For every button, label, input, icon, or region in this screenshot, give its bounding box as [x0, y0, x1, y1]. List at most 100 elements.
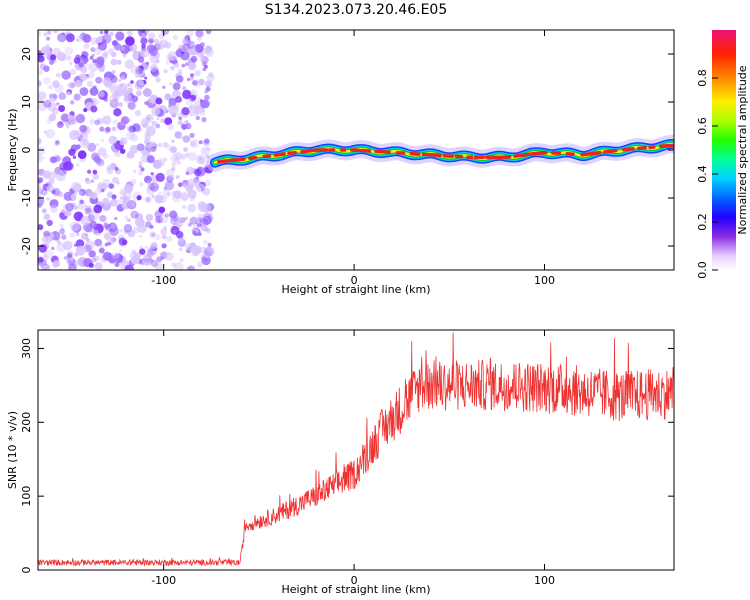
- noise-blob: [189, 76, 194, 81]
- y-tick-label: 0: [20, 147, 33, 154]
- noise-blob: [66, 124, 70, 129]
- noise-blob: [115, 31, 125, 41]
- noise-blob: [93, 229, 100, 236]
- noise-blob: [147, 182, 156, 191]
- noise-blob: [150, 242, 158, 250]
- noise-blob: [98, 41, 107, 51]
- noise-blob: [56, 102, 60, 106]
- noise-blob: [111, 194, 117, 200]
- noise-blob: [102, 197, 110, 206]
- noise-blob: [144, 101, 149, 105]
- noise-blob: [94, 238, 103, 247]
- noise-blob: [172, 214, 180, 223]
- x-tick-label: -100: [151, 574, 176, 587]
- noise-blob: [171, 193, 181, 203]
- noise-blob: [65, 33, 75, 43]
- noise-blob: [141, 43, 146, 49]
- noise-blob: [207, 242, 212, 247]
- noise-blob: [169, 210, 178, 219]
- noise-blob: [74, 252, 79, 257]
- noise-blob: [127, 200, 136, 208]
- noise-blob: [119, 228, 124, 233]
- noise-blob: [71, 181, 82, 192]
- noise-blob: [65, 55, 72, 61]
- noise-blob: [64, 46, 74, 55]
- noise-blob: [42, 254, 49, 261]
- noise-blob: [189, 216, 198, 225]
- noise-blob: [52, 94, 58, 99]
- noise-blob: [93, 204, 103, 214]
- noise-blob: [139, 182, 144, 187]
- noise-blob: [130, 65, 140, 74]
- noise-blob: [208, 211, 213, 216]
- noise-blob: [78, 62, 84, 68]
- noise-blob: [57, 52, 67, 62]
- noise-blob: [70, 194, 76, 200]
- noise-blob: [188, 222, 192, 227]
- y-tick-label: -10: [20, 189, 33, 207]
- noise-blob: [183, 147, 188, 152]
- noise-blob: [191, 228, 196, 233]
- noise-blob: [182, 86, 187, 91]
- noise-blob: [145, 30, 150, 34]
- noise-blob: [79, 199, 84, 205]
- y-tick-label: 100: [20, 486, 33, 507]
- noise-blob: [130, 178, 137, 185]
- noise-blob: [201, 108, 206, 113]
- noise-blob: [168, 97, 177, 107]
- noise-blob: [103, 232, 111, 240]
- noise-blob: [181, 63, 186, 68]
- y-tick-label: 10: [20, 95, 33, 109]
- noise-blob: [178, 134, 184, 140]
- noise-blob: [75, 245, 86, 256]
- noise-blob: [66, 82, 73, 88]
- noise-blob: [178, 116, 182, 121]
- noise-blob: [91, 53, 95, 58]
- noise-blob: [130, 133, 138, 142]
- noise-blob: [107, 163, 116, 171]
- noise-blob: [48, 113, 57, 122]
- noise-blob: [78, 125, 88, 135]
- noise-blob: [116, 257, 123, 264]
- noise-blob: [104, 242, 109, 247]
- noise-blob: [112, 91, 120, 98]
- noise-blob: [94, 119, 100, 126]
- noise-blob: [123, 184, 134, 194]
- noise-blob: [163, 69, 168, 74]
- noise-blob: [139, 234, 142, 238]
- colorbar-gradient: [712, 30, 736, 270]
- noise-blob: [131, 95, 139, 103]
- noise-blob: [195, 115, 200, 121]
- noise-blob: [197, 261, 204, 268]
- noise-blob: [83, 107, 88, 113]
- noise-blob: [103, 50, 109, 57]
- noise-blob: [150, 259, 159, 268]
- noise-blob: [194, 168, 202, 177]
- noise-blob: [55, 155, 62, 162]
- noise-blob: [200, 188, 205, 192]
- noise-blob: [77, 201, 87, 211]
- colorbar-ticks: 0.0 0.2 0.4 0.6 0.8: [696, 69, 718, 279]
- noise-blob: [53, 260, 61, 268]
- noise-blob: [118, 102, 123, 107]
- noise-blob: [138, 80, 144, 87]
- noise-blob: [127, 101, 136, 110]
- noise-blob: [63, 161, 73, 171]
- noise-blob: [190, 140, 196, 147]
- noise-blob: [81, 51, 89, 59]
- noise-blob: [77, 257, 88, 267]
- noise-blob: [38, 80, 42, 87]
- noise-blob: [160, 228, 168, 236]
- noise-blob: [200, 42, 205, 47]
- noise-blob: [162, 189, 171, 199]
- noise-blob: [188, 106, 192, 110]
- noise-blob: [143, 254, 152, 263]
- noise-blob: [182, 38, 189, 45]
- noise-blob: [129, 144, 139, 154]
- noise-blob: [132, 226, 140, 234]
- noise-blob: [102, 153, 109, 160]
- noise-blob: [44, 235, 52, 244]
- noise-blob: [197, 36, 202, 42]
- spectrogram-xlabel: Height of straight line (km): [281, 283, 430, 296]
